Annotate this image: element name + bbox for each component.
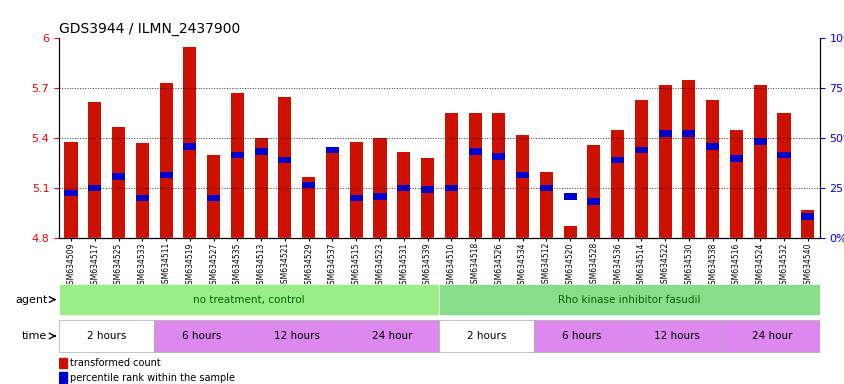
Bar: [420, 187, 434, 193]
Bar: [444, 185, 457, 192]
Bar: [160, 83, 172, 238]
Text: 24 hour: 24 hour: [371, 331, 412, 341]
Bar: [397, 152, 410, 238]
Bar: [420, 158, 434, 238]
Bar: [729, 130, 742, 238]
Bar: [800, 213, 814, 220]
Bar: [64, 142, 78, 238]
Bar: [682, 80, 695, 238]
Text: transformed count: transformed count: [70, 358, 160, 368]
Bar: [349, 142, 362, 238]
Bar: [706, 143, 718, 150]
Bar: [207, 195, 220, 202]
Bar: [563, 193, 576, 200]
Bar: [516, 135, 528, 238]
FancyBboxPatch shape: [439, 284, 819, 315]
Bar: [326, 150, 338, 238]
Text: 2 hours: 2 hours: [87, 331, 127, 341]
Bar: [682, 130, 695, 137]
Bar: [112, 173, 125, 180]
Bar: [539, 185, 552, 192]
Bar: [160, 172, 172, 178]
Bar: [373, 193, 386, 200]
Bar: [444, 113, 457, 238]
Bar: [183, 47, 196, 238]
Text: GDS3944 / ILMN_2437900: GDS3944 / ILMN_2437900: [59, 22, 240, 36]
Bar: [800, 210, 814, 238]
Bar: [516, 172, 528, 178]
Bar: [587, 198, 600, 205]
Bar: [59, 372, 67, 382]
Bar: [278, 157, 291, 163]
Bar: [207, 155, 220, 238]
Bar: [136, 195, 149, 202]
Text: 12 hours: 12 hours: [273, 331, 319, 341]
Text: 6 hours: 6 hours: [561, 331, 601, 341]
Bar: [302, 177, 315, 238]
Bar: [610, 130, 624, 238]
Bar: [88, 102, 101, 238]
Bar: [657, 130, 671, 137]
FancyBboxPatch shape: [534, 320, 629, 352]
Text: Rho kinase inhibitor fasudil: Rho kinase inhibitor fasudil: [558, 295, 700, 305]
Bar: [112, 127, 125, 238]
Bar: [278, 97, 291, 238]
FancyBboxPatch shape: [154, 320, 249, 352]
Bar: [468, 148, 481, 155]
Bar: [753, 85, 766, 238]
Bar: [254, 138, 268, 238]
FancyBboxPatch shape: [59, 320, 154, 352]
Text: time: time: [22, 331, 47, 341]
Bar: [64, 190, 78, 197]
Bar: [634, 100, 647, 238]
Bar: [587, 145, 600, 238]
Bar: [539, 172, 552, 238]
Text: 6 hours: 6 hours: [181, 331, 221, 341]
FancyBboxPatch shape: [724, 320, 819, 352]
Bar: [492, 153, 505, 160]
FancyBboxPatch shape: [249, 320, 344, 352]
Bar: [349, 195, 362, 202]
Bar: [302, 182, 315, 188]
Bar: [88, 185, 101, 192]
Bar: [776, 113, 790, 238]
FancyBboxPatch shape: [629, 320, 724, 352]
Bar: [230, 152, 244, 158]
Bar: [729, 155, 742, 162]
Bar: [183, 143, 196, 150]
Bar: [657, 85, 671, 238]
Text: no treatment, control: no treatment, control: [193, 295, 305, 305]
Bar: [492, 113, 505, 238]
Bar: [468, 113, 481, 238]
Bar: [136, 143, 149, 238]
Text: 12 hours: 12 hours: [653, 331, 699, 341]
Text: percentile rank within the sample: percentile rank within the sample: [70, 372, 235, 383]
FancyBboxPatch shape: [59, 284, 439, 315]
Bar: [610, 157, 624, 163]
Text: 2 hours: 2 hours: [467, 331, 506, 341]
Bar: [326, 147, 338, 153]
Bar: [254, 148, 268, 155]
FancyBboxPatch shape: [344, 320, 439, 352]
Bar: [753, 138, 766, 145]
Bar: [776, 152, 790, 158]
Bar: [706, 100, 718, 238]
Bar: [397, 185, 410, 192]
Text: agent: agent: [15, 295, 47, 305]
Bar: [634, 147, 647, 153]
Bar: [59, 358, 67, 368]
Bar: [563, 227, 576, 238]
FancyBboxPatch shape: [439, 320, 534, 352]
Text: 24 hour: 24 hour: [751, 331, 792, 341]
Bar: [373, 138, 386, 238]
Bar: [230, 93, 244, 238]
